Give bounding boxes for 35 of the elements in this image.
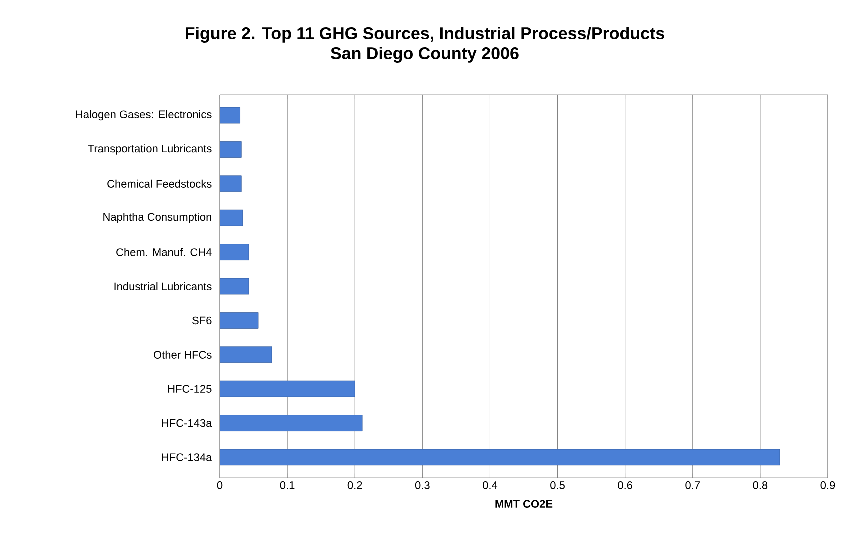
x-tick-label: 0.2 (348, 482, 362, 490)
bar (220, 176, 242, 192)
x-tick-label: 0.8 (753, 482, 768, 490)
y-tick-label: Industrial Lubricants (114, 282, 212, 291)
y-tick-label: Other HFCs (154, 350, 212, 359)
x-tick-label: 0.3 (415, 482, 430, 490)
chart-subtitle: San Diego County 2006 (331, 47, 519, 63)
y-tick-label: SF6 (192, 316, 212, 325)
bar (220, 142, 242, 158)
y-tick-label: HFC-134a (162, 454, 212, 462)
chart-title: Figure 2. Top 11 GHG Sources, Industrial Process/Products (186, 27, 664, 43)
bar (220, 380, 356, 398)
x-tick-label: 0.9 (820, 482, 836, 490)
x-tick-label: 0.5 (550, 482, 565, 490)
bar (220, 346, 272, 364)
bar (220, 210, 244, 226)
bar (220, 107, 240, 124)
y-tick-label: Chem. Manuf. CH4 (116, 248, 212, 256)
x-tick-label: 0.1 (280, 482, 295, 490)
bar (220, 312, 259, 329)
x-tick-label: 0.7 (686, 482, 700, 490)
x-tick-label: 0.4 (483, 482, 498, 490)
bar (220, 278, 250, 295)
bar (220, 415, 363, 432)
x-tick-label: 0.6 (618, 482, 632, 490)
x-tick-label: 0 (217, 482, 223, 490)
y-tick-label: Naphtha Consumption (104, 212, 212, 224)
y-tick-label: HFC-143a (162, 419, 212, 428)
y-tick-label: Chemical Feedstocks (108, 180, 212, 188)
y-tick-label: HFC-125 (168, 385, 212, 393)
y-tick-label: Transportation Lubricants (88, 144, 212, 155)
bar (220, 244, 250, 261)
x-axis-title: MMT CO2E (496, 500, 553, 508)
bar (220, 449, 780, 466)
y-tick-label: Halogen Gases: Electronics (76, 110, 212, 121)
